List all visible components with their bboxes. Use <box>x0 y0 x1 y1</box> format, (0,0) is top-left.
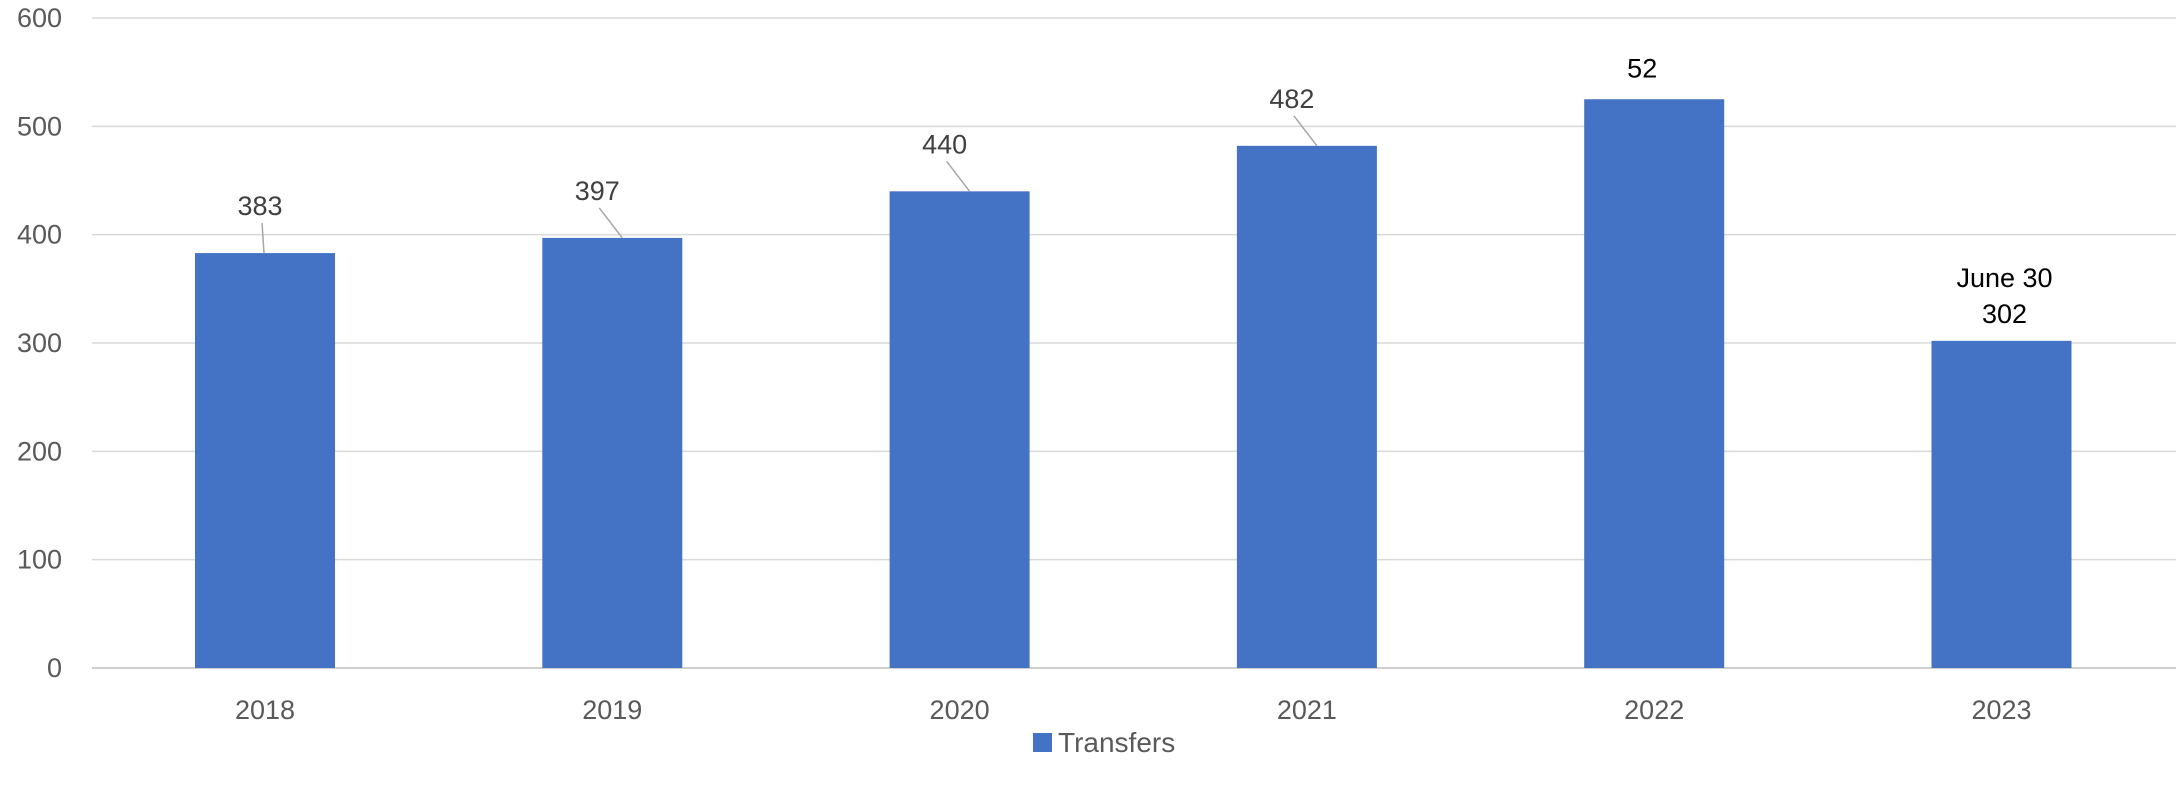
data-labels: 383 397 440 482 52 June 30 302 <box>237 53 2052 329</box>
bar <box>1584 99 1725 668</box>
data-label: 302 <box>1982 299 2027 329</box>
x-tick-label: 2021 <box>1277 695 1337 725</box>
x-tick-label: 2018 <box>235 695 295 725</box>
y-tick-label: 300 <box>17 328 62 358</box>
gridlines <box>92 17 2176 669</box>
data-label: 383 <box>237 191 282 221</box>
bar <box>1931 340 2072 668</box>
y-axis: 0 100 200 300 400 500 600 <box>17 3 62 683</box>
y-tick-label: 400 <box>17 220 62 250</box>
data-label: 397 <box>575 176 620 206</box>
bar <box>542 237 683 668</box>
bar <box>1236 145 1377 669</box>
data-label: June 30 <box>1956 263 2052 293</box>
y-tick-label: 600 <box>17 3 62 33</box>
bars <box>195 99 2072 669</box>
bar <box>889 191 1030 669</box>
legend-swatch <box>1033 733 1052 752</box>
x-tick-label: 2019 <box>582 695 642 725</box>
data-label-leader-line <box>261 223 265 254</box>
data-label: 52 <box>1627 53 1657 83</box>
data-label-leader-line <box>598 207 623 239</box>
x-tick-label: 2020 <box>930 695 990 725</box>
data-label: 440 <box>922 129 967 159</box>
x-tick-label: 2022 <box>1624 695 1684 725</box>
data-label-leader-line <box>1293 115 1318 147</box>
bar <box>195 253 335 669</box>
y-tick-label: 200 <box>17 436 62 466</box>
y-tick-label: 100 <box>17 545 62 575</box>
legend-label: Transfers <box>1058 727 1175 758</box>
y-tick-label: 500 <box>17 111 62 141</box>
data-label-leader-line <box>946 160 971 192</box>
x-tick-label: 2023 <box>1971 695 2031 725</box>
x-axis: 2018 2019 2020 2021 2022 2023 <box>235 695 2032 725</box>
legend: Transfers <box>1033 727 1175 758</box>
data-label: 482 <box>1269 84 1314 114</box>
y-tick-label: 0 <box>47 653 62 683</box>
